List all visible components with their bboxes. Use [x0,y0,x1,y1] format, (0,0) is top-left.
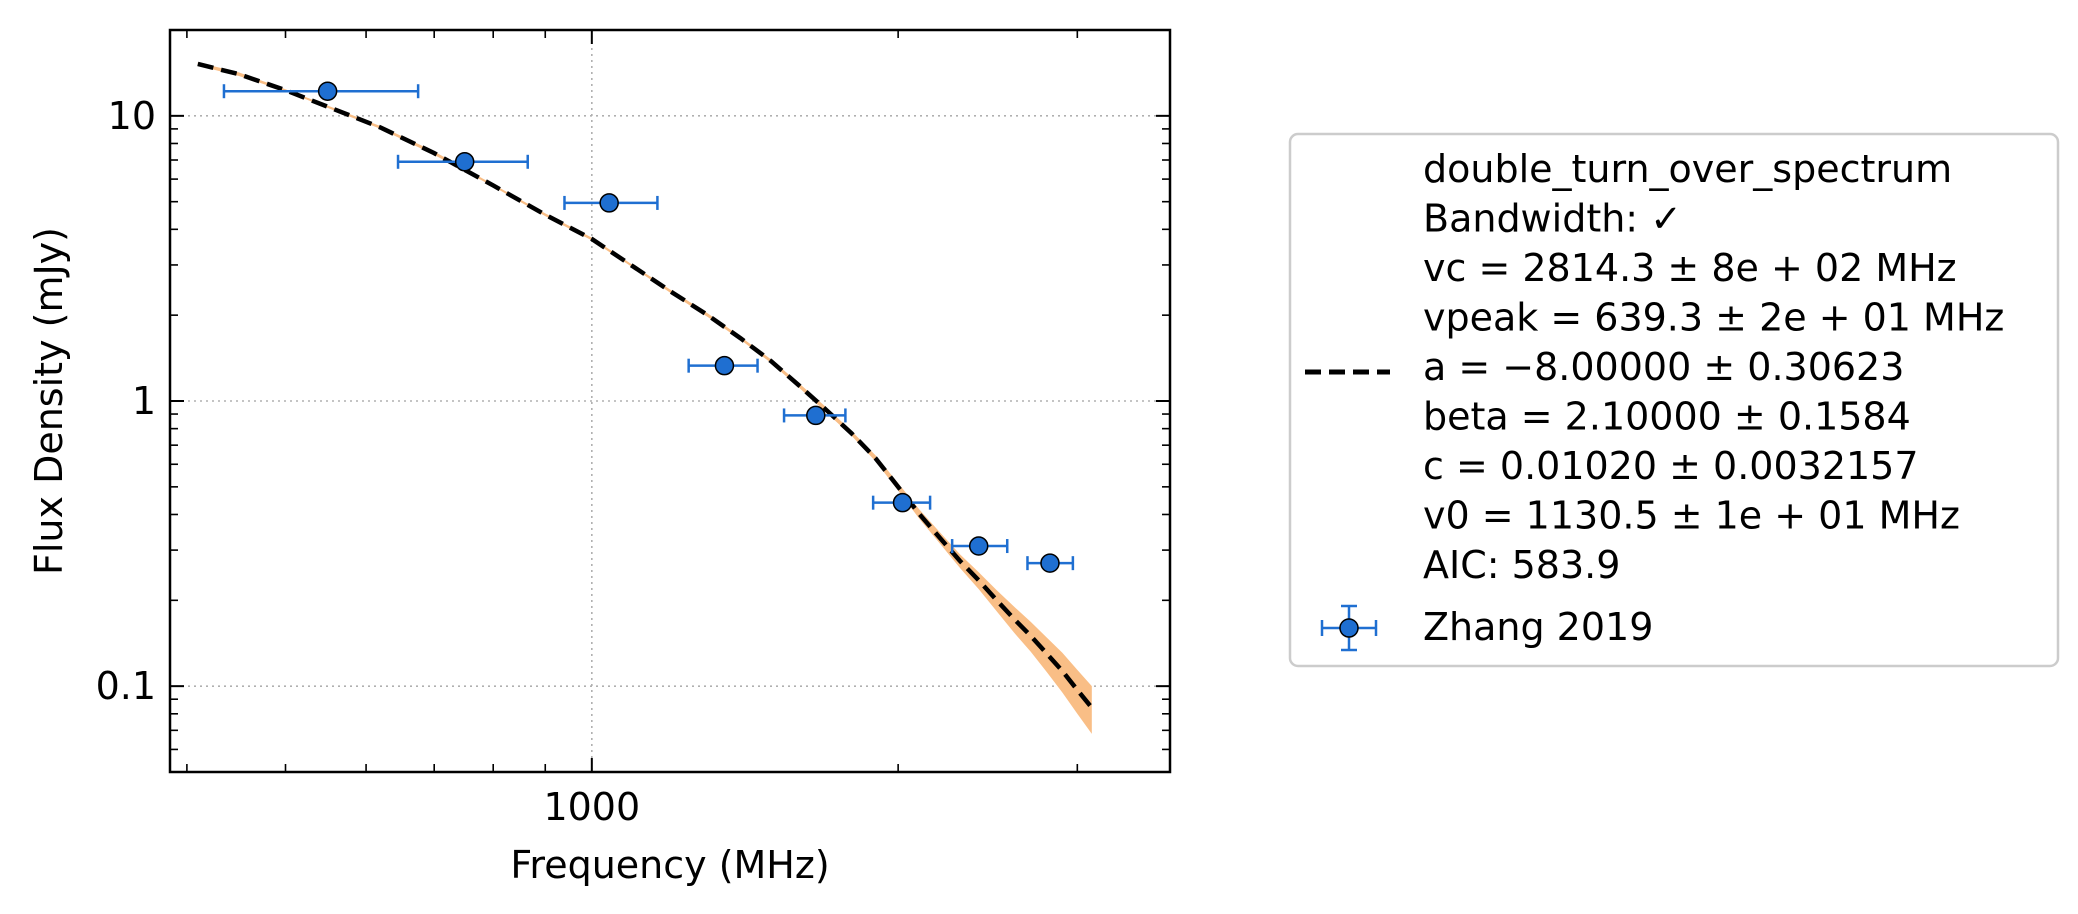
data-marker [599,193,619,213]
fit-confidence-band [197,62,1092,734]
legend-fit-line: beta = 2.10000 ± 0.1584 [1423,395,1911,439]
legend-fit-line: vc = 2814.3 ± 8e + 02 MHz [1423,246,1957,290]
axis-ticks-layer: 1000 0.1 1 10 [96,30,1170,829]
y-axis-label: Flux Density (mJy) [27,227,71,575]
legend-fit-line: vpeak = 639.3 ± 2e + 01 MHz [1423,296,2004,340]
legend-fit-line: Bandwidth: ✓ [1423,197,1682,241]
legend-fit-text: double_turn_over_spectrum Bandwidth: ✓ vc … [1423,147,2004,587]
y-tick-label: 0.1 [96,664,156,708]
data-point [687,355,759,376]
data-point [1026,553,1075,573]
data-marker [806,405,826,426]
legend-box [1288,132,2060,668]
data-point [950,536,1009,556]
legend-fit-line: a = −8.00000 ± 0.30623 [1423,345,1904,389]
data-marker [1040,553,1060,573]
legend-data-swatch [1320,604,1378,652]
legend-fit-line: AIC: 583.9 [1423,543,1620,587]
data-point [222,81,420,101]
confidence-band-layer [197,62,1092,734]
fit-line [197,61,1094,710]
data-point [396,152,529,172]
legend: double_turn_over_spectrum Bandwidth: ✓ vc … [1288,132,2060,668]
data-marker [968,536,989,556]
legend-fit-line: double_turn_over_spectrum [1423,147,1952,191]
data-point [782,405,847,426]
data-marker [317,81,338,101]
data-point [563,193,659,213]
legend-data-label: Zhang 2019 [1423,605,1653,649]
fit-line-layer [197,61,1094,710]
x-tick-label: 1000 [543,785,640,829]
y-tick-label: 1 [132,379,156,423]
legend-fit-line: v0 = 1130.5 ± 1e + 01 MHz [1423,494,1960,538]
data-points-layer [222,81,1075,573]
grid-layer [170,30,1170,772]
data-marker [892,492,913,513]
data-marker [454,152,475,172]
legend-fit-line: c = 0.01020 ± 0.0032157 [1423,444,1919,488]
data-point [871,492,932,513]
y-tick-label: 10 [108,94,156,138]
data-marker [714,355,735,376]
x-axis-label: Frequency (MHz) [510,843,829,887]
